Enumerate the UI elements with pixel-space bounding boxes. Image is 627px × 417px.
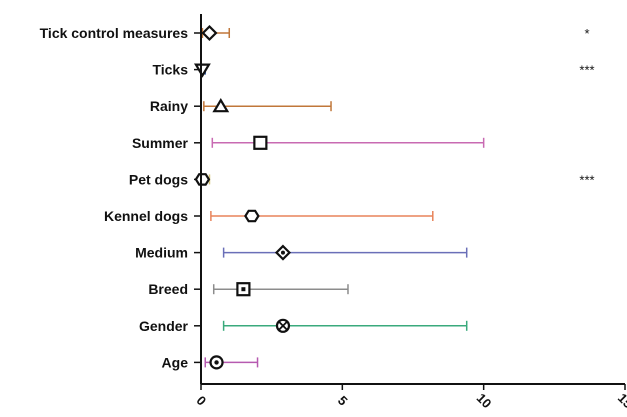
category-label: Rainy — [150, 98, 188, 114]
category-label: Summer — [132, 135, 189, 151]
category-label: Kennel dogs — [104, 208, 188, 224]
x-tick-label: 10 — [474, 390, 495, 411]
row-medium: Medium — [135, 244, 468, 261]
significance-label: * — [584, 26, 589, 41]
row-kennel-dogs: Kennel dogs — [104, 208, 434, 224]
significance-label: *** — [579, 63, 594, 78]
point-estimate-marker — [209, 355, 224, 370]
point-estimate-marker — [194, 173, 211, 186]
point-estimate-marker — [275, 318, 291, 333]
significance-label: *** — [579, 172, 594, 187]
row-gender: Gender — [139, 318, 468, 334]
row-summer: Summer — [132, 135, 485, 151]
row-tick-control-measures: Tick control measures * — [40, 24, 590, 42]
category-label: Tick control measures — [40, 25, 189, 41]
row-breed: Breed — [148, 281, 349, 297]
category-label: Pet dogs — [129, 171, 188, 187]
point-estimate-marker — [201, 24, 218, 42]
x-tick-label: 5 — [335, 393, 351, 409]
x-tick-label: 0 — [193, 393, 209, 409]
point-estimate-marker — [236, 282, 251, 297]
category-label: Ticks — [152, 62, 188, 78]
category-label: Gender — [139, 318, 189, 334]
row-rainy: Rainy — [150, 98, 332, 114]
point-estimate-marker — [274, 244, 292, 261]
point-estimate-marker — [244, 209, 260, 223]
row-age: Age — [162, 354, 259, 370]
point-estimate-marker — [253, 135, 268, 150]
point-estimate-marker — [193, 63, 211, 78]
category-label: Medium — [135, 245, 188, 261]
rows-layer: Tick control measures * Ticks *** Rainy Summe… — [40, 24, 595, 370]
row-pet-dogs: Pet dogs *** — [129, 171, 595, 187]
category-label: Breed — [148, 281, 188, 297]
x-tick-label: 15 — [615, 390, 627, 411]
row-ticks: Ticks *** — [152, 62, 595, 78]
x-ticks: 0 5 10 15 — [193, 384, 627, 411]
point-estimate-marker — [212, 98, 230, 113]
category-label: Age — [162, 354, 189, 370]
